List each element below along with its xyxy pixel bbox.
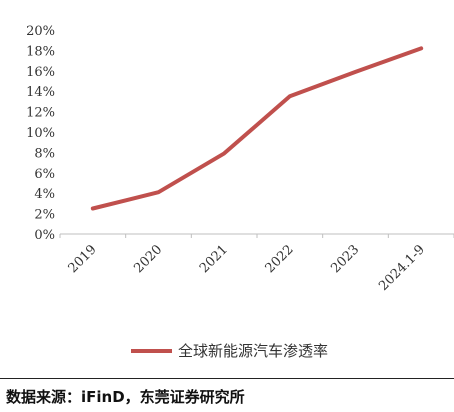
x-tick-label: 2023: [328, 242, 362, 276]
x-tick-label: 2022: [263, 242, 297, 276]
source-divider: [0, 378, 454, 379]
x-axis-ticks: [59, 234, 454, 238]
x-axis-labels: 2019 2020 2021 2022 2023 2024.1-9: [66, 242, 428, 294]
y-tick-label: 6%: [34, 167, 55, 182]
x-tick-label: 2019: [66, 242, 100, 276]
y-tick-label: 0%: [34, 228, 55, 243]
source-note: 数据来源：iFinD，东莞证券研究所: [6, 388, 245, 406]
y-tick-label: 2%: [34, 208, 55, 223]
x-tick-label: 2021: [197, 242, 231, 276]
y-tick-label: 8%: [34, 146, 55, 161]
y-tick-label: 16%: [26, 65, 55, 80]
y-tick-label: 4%: [34, 187, 55, 202]
x-tick-label: 2020: [131, 242, 165, 276]
y-tick-label: 18%: [26, 44, 55, 59]
y-tick-label: 20%: [26, 24, 55, 39]
series-lines: [90, 46, 424, 211]
x-tick-label: 2024.1-9: [376, 242, 428, 294]
legend: 全球新能源汽车渗透率: [131, 342, 328, 360]
y-tick-label: 14%: [26, 85, 55, 100]
y-tick-label: 12%: [26, 106, 55, 121]
y-axis-labels: 0% 2% 4% 6% 8% 10% 12% 14% 16% 18% 20%: [26, 24, 55, 243]
legend-label: 全球新能源汽车渗透率: [178, 342, 328, 360]
y-tick-label: 10%: [26, 126, 55, 141]
series-line: [90, 46, 424, 211]
